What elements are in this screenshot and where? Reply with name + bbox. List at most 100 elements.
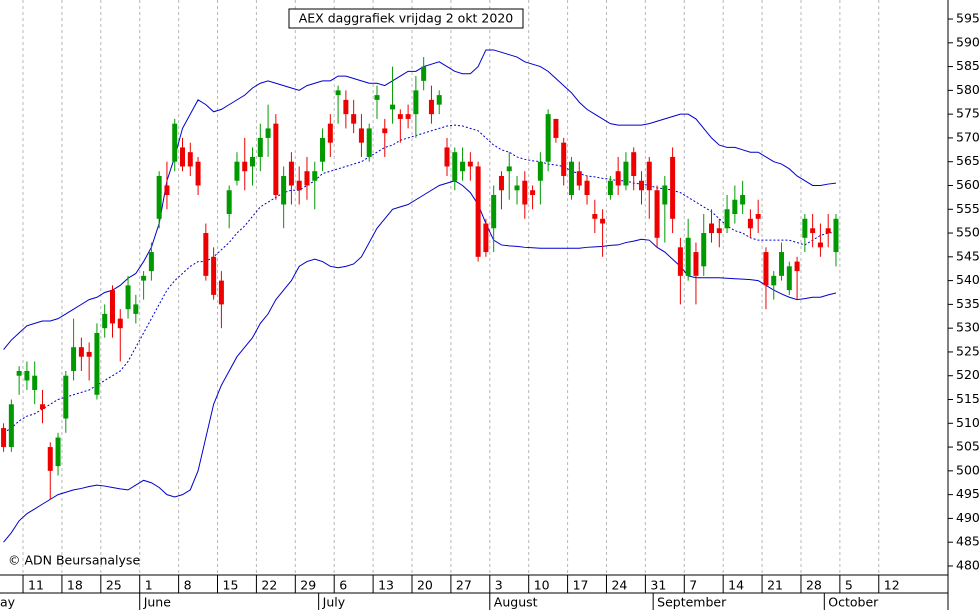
candle-body — [810, 228, 816, 234]
candle-body — [444, 147, 450, 167]
y-tick-label: 500 — [956, 462, 980, 477]
candle-body — [226, 190, 232, 215]
candle-body — [600, 218, 606, 224]
candle-body — [312, 171, 318, 181]
candle-body — [374, 95, 380, 100]
y-tick-label: 505 — [956, 439, 980, 454]
x-tick-label: 11 — [28, 578, 44, 593]
band-line — [3, 49, 837, 350]
chart-title: AEX daggrafiek vrijdag 2 okt 2020 — [299, 11, 514, 26]
candle-body — [794, 261, 800, 272]
candle-body — [327, 123, 333, 143]
x-tick-label: 27 — [456, 578, 472, 593]
candle-body — [491, 194, 497, 229]
x-tick-label: 7 — [689, 578, 697, 593]
y-tick-label: 595 — [956, 11, 980, 26]
axes: 4804854904955005055105155205255305355405… — [0, 11, 980, 610]
candle-body — [382, 128, 388, 134]
candle-body — [273, 123, 279, 195]
candle-body — [195, 161, 201, 186]
candle-body — [265, 128, 271, 138]
candle-body — [117, 318, 123, 329]
band-line — [3, 180, 837, 543]
candle-body — [817, 242, 823, 248]
candle-body — [141, 275, 147, 281]
y-tick-label: 555 — [956, 201, 980, 216]
candle-body — [180, 147, 186, 167]
candle-body — [755, 214, 761, 219]
y-tick-label: 520 — [956, 367, 980, 382]
candle-body — [203, 233, 209, 276]
candle-body — [771, 275, 777, 286]
candle-body — [390, 104, 396, 110]
candle-body — [109, 290, 115, 324]
candle-body — [78, 347, 84, 357]
candle-body — [452, 152, 458, 181]
x-tick-label: 29 — [300, 578, 316, 593]
y-tick-label: 545 — [956, 248, 980, 263]
plot-area — [1, 49, 839, 543]
candle-body — [187, 152, 193, 167]
candle-body — [646, 161, 652, 191]
x-tick-label: 8 — [184, 578, 192, 593]
y-tick-label: 590 — [956, 34, 980, 49]
x-tick-label: 14 — [728, 578, 744, 593]
candle-body — [71, 347, 77, 371]
y-tick-label: 580 — [956, 82, 980, 97]
candle-body — [16, 370, 22, 376]
month-label: June — [143, 595, 172, 610]
candle-body — [413, 90, 419, 115]
candle-body — [623, 161, 629, 186]
candle-body — [514, 185, 520, 191]
x-tick-label: 10 — [534, 578, 550, 593]
candle-body — [288, 161, 294, 186]
candle-body — [709, 223, 715, 234]
candle-body — [561, 142, 567, 176]
candle-body — [654, 190, 660, 238]
candle-body — [102, 313, 108, 329]
candle-body — [47, 447, 53, 471]
candle-body — [747, 218, 753, 229]
candle-body — [724, 209, 730, 229]
x-tick-label: 20 — [417, 578, 433, 593]
y-tick-label: 485 — [956, 534, 980, 549]
candle-body — [537, 161, 543, 181]
month-label: October — [828, 595, 879, 610]
candle-body — [763, 252, 769, 286]
x-tick-label: 24 — [611, 578, 627, 593]
candle-body — [467, 161, 473, 167]
candle-body — [701, 233, 707, 267]
candle-body — [211, 256, 217, 295]
candle-body — [786, 266, 792, 291]
y-tick-label: 550 — [956, 225, 980, 240]
y-tick-label: 510 — [956, 415, 980, 430]
y-tick-label: 540 — [956, 272, 980, 287]
month-label: September — [657, 595, 727, 610]
y-tick-label: 525 — [956, 343, 980, 358]
candle-body — [506, 166, 512, 172]
candle-body — [133, 304, 139, 314]
candle-body — [716, 228, 722, 234]
candle-body — [607, 180, 613, 195]
x-tick-label: 15 — [223, 578, 239, 593]
y-tick-label: 535 — [956, 296, 980, 311]
x-tick-label: 25 — [106, 578, 122, 593]
candle-body — [335, 90, 341, 96]
candle-body — [833, 218, 839, 253]
candle-body — [576, 171, 582, 186]
candle-body — [351, 114, 357, 124]
x-tick-label: 17 — [573, 578, 589, 593]
y-tick-label: 565 — [956, 153, 980, 168]
band-line — [3, 124, 837, 434]
candle-body — [740, 194, 746, 205]
candle-body — [55, 437, 61, 467]
candle-body — [530, 190, 536, 195]
candle-body — [125, 285, 131, 310]
y-tick-label: 560 — [956, 177, 980, 192]
candle-body — [631, 152, 637, 176]
candle-body — [358, 128, 364, 143]
y-tick-label: 480 — [956, 557, 980, 572]
